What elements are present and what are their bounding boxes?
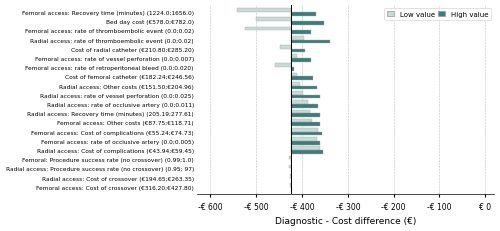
Bar [291,59,311,62]
Bar [291,40,330,44]
Bar [291,13,316,17]
Bar [291,101,308,105]
Bar [291,114,320,117]
Bar [236,9,291,13]
Bar [291,138,317,141]
Bar [291,95,320,99]
Bar [291,55,298,59]
Bar [291,73,296,77]
Bar [256,18,291,22]
Bar [291,147,320,150]
Bar [246,27,291,31]
Bar [291,37,304,40]
Bar [291,123,320,127]
Bar [291,110,310,114]
Bar [291,68,294,72]
Bar [291,82,300,86]
Bar [291,77,312,81]
Bar [291,31,311,35]
Bar [289,156,291,160]
Bar [291,132,322,136]
Bar [290,183,291,187]
Bar [291,92,304,95]
Bar [291,141,320,145]
Bar [290,174,291,178]
Legend: Low value, High value: Low value, High value [384,9,491,21]
Bar [291,86,316,90]
Bar [289,165,291,169]
X-axis label: Diagnostic - Cost difference (€): Diagnostic - Cost difference (€) [275,216,416,225]
Bar [291,105,318,108]
Bar [274,64,291,68]
Bar [291,128,318,132]
Bar [291,22,324,26]
Bar [291,119,312,123]
Bar [280,46,291,49]
Bar [291,49,306,53]
Bar [291,150,322,154]
